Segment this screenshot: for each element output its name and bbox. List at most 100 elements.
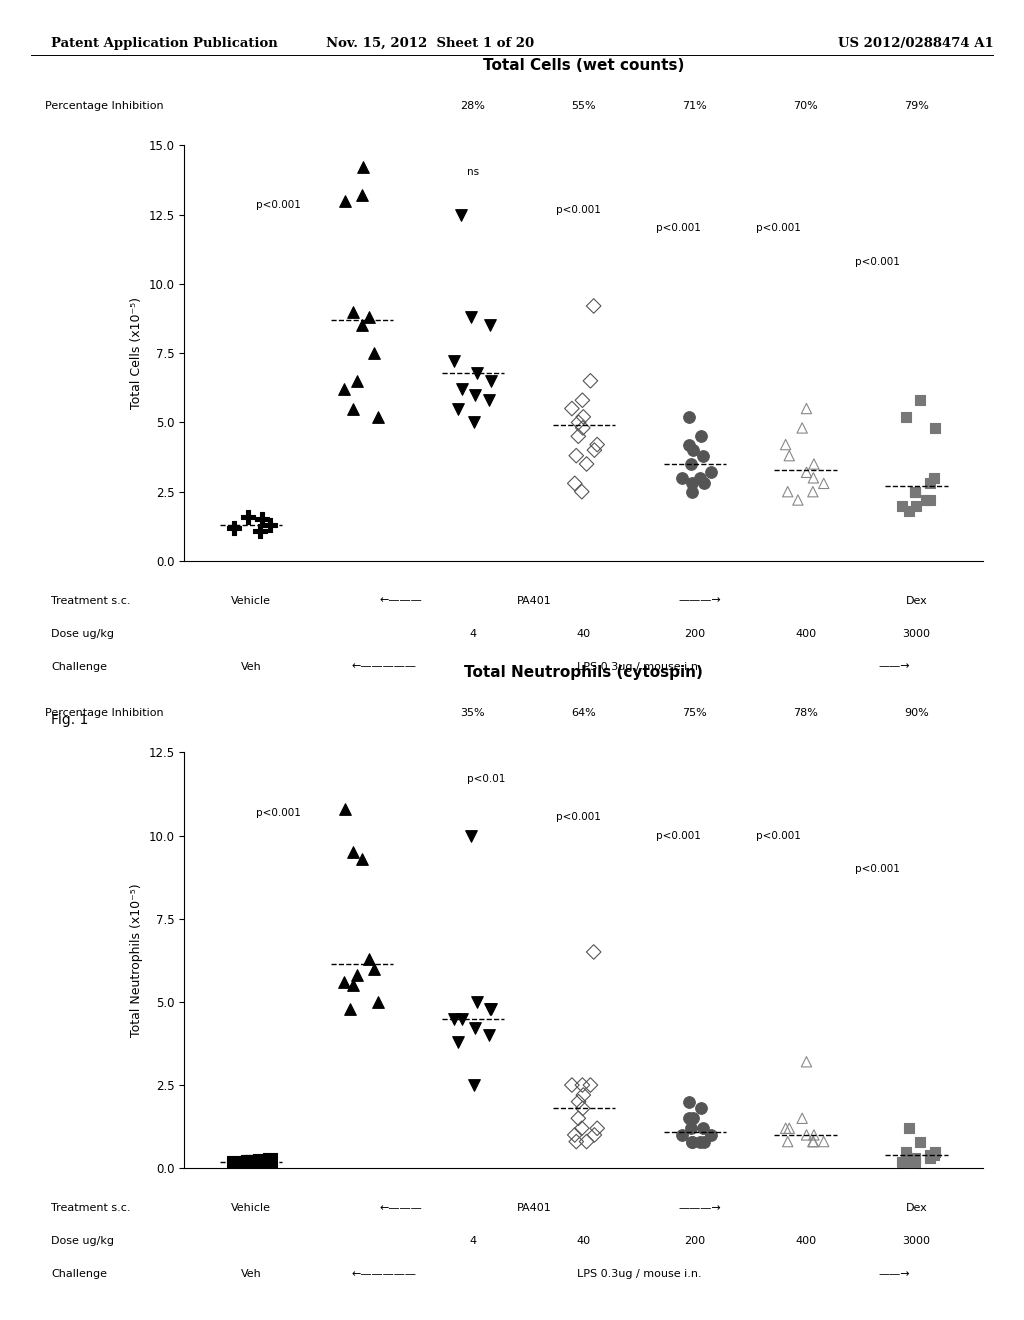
Text: 35%: 35% (461, 708, 485, 718)
Point (262, 515, 279, 536)
Text: 79%: 79% (904, 100, 929, 111)
Point (898, 407, 914, 428)
Point (568, 445, 585, 466)
Point (252, 1150, 268, 1171)
Point (345, 399, 361, 420)
Point (463, 306, 479, 327)
Point (344, 301, 360, 322)
Point (683, 454, 699, 475)
Point (799, 1125, 815, 1146)
Point (901, 500, 918, 521)
Text: US 2012/0288474 A1: US 2012/0288474 A1 (838, 37, 993, 50)
Point (568, 1131, 585, 1152)
Point (574, 1098, 591, 1119)
Point (926, 467, 942, 488)
Point (349, 371, 366, 392)
Point (794, 417, 810, 438)
Point (586, 1125, 602, 1146)
Point (815, 1131, 831, 1152)
Point (579, 454, 595, 475)
Point (912, 389, 929, 411)
Point (570, 426, 587, 447)
Point (586, 296, 602, 317)
Text: 200: 200 (684, 628, 706, 639)
Point (912, 1131, 929, 1152)
Point (337, 799, 353, 820)
Point (574, 417, 591, 438)
Point (901, 1118, 918, 1139)
Point (805, 1131, 821, 1152)
Point (579, 1131, 595, 1152)
Point (344, 842, 360, 863)
Text: 70%: 70% (794, 100, 818, 111)
Point (570, 1107, 587, 1129)
Point (695, 445, 712, 466)
Text: Total Neutrophils (cytospin): Total Neutrophils (cytospin) (464, 665, 703, 680)
Text: Treatment s.c.: Treatment s.c. (51, 1203, 131, 1213)
Point (777, 1118, 794, 1139)
Text: LPS 0.3ug / mouse i.n.: LPS 0.3ug / mouse i.n. (577, 1269, 701, 1279)
Point (907, 1151, 924, 1172)
Text: Challenge: Challenge (51, 661, 108, 672)
Text: p<0.001: p<0.001 (855, 256, 900, 267)
Text: 4: 4 (469, 1236, 476, 1246)
Point (241, 506, 257, 527)
Point (779, 482, 796, 503)
Point (794, 1107, 810, 1129)
Point (683, 473, 699, 494)
Point (695, 1118, 712, 1139)
Point (805, 1131, 821, 1152)
Point (777, 434, 794, 455)
Text: 4: 4 (469, 628, 476, 639)
Point (589, 1118, 605, 1139)
Point (337, 190, 353, 211)
Text: Dex: Dex (905, 595, 928, 606)
Point (907, 482, 924, 503)
Text: 64%: 64% (571, 708, 596, 718)
Text: p<0.001: p<0.001 (556, 812, 601, 822)
Point (467, 384, 483, 405)
Text: Treatment s.c.: Treatment s.c. (51, 595, 131, 606)
Point (454, 379, 470, 400)
Point (683, 1131, 699, 1152)
Point (573, 1118, 590, 1139)
Point (692, 1098, 709, 1119)
Point (923, 473, 939, 494)
Text: ←—————: ←————— (351, 1269, 417, 1279)
Text: ———→: ———→ (679, 1203, 722, 1213)
Point (570, 412, 587, 433)
Point (696, 1131, 713, 1152)
Text: p<0.001: p<0.001 (556, 205, 601, 215)
Point (926, 1144, 942, 1166)
Text: p<0.001: p<0.001 (756, 830, 801, 841)
Text: Patent Application Publication: Patent Application Publication (51, 37, 278, 50)
Point (481, 315, 498, 337)
Text: p<0.001: p<0.001 (855, 863, 900, 874)
Text: Vehicle: Vehicle (230, 1203, 271, 1213)
Point (481, 1024, 498, 1045)
Text: 3000: 3000 (902, 1236, 931, 1246)
Y-axis label: Total Neutrophils (x10⁻⁵): Total Neutrophils (x10⁻⁵) (130, 883, 143, 1038)
Point (563, 1074, 580, 1096)
Y-axis label: Total Cells (x10⁻⁵): Total Cells (x10⁻⁵) (130, 297, 143, 409)
Point (467, 1018, 483, 1039)
Point (254, 510, 270, 531)
Point (360, 306, 377, 327)
Point (923, 1144, 939, 1166)
Point (922, 1147, 938, 1168)
Point (225, 1152, 242, 1173)
Text: Veh: Veh (241, 1269, 261, 1279)
Text: Percentage Inhibition: Percentage Inhibition (45, 100, 164, 111)
Point (927, 417, 943, 438)
Point (355, 157, 372, 178)
Point (575, 1085, 592, 1106)
Text: ns: ns (467, 168, 479, 177)
Point (927, 1140, 943, 1162)
Point (681, 1092, 697, 1113)
Point (563, 399, 580, 420)
Text: Fig. 1: Fig. 1 (51, 713, 88, 727)
Point (370, 407, 386, 428)
Text: 200: 200 (684, 1236, 706, 1246)
Point (254, 1151, 270, 1172)
Point (805, 482, 821, 503)
